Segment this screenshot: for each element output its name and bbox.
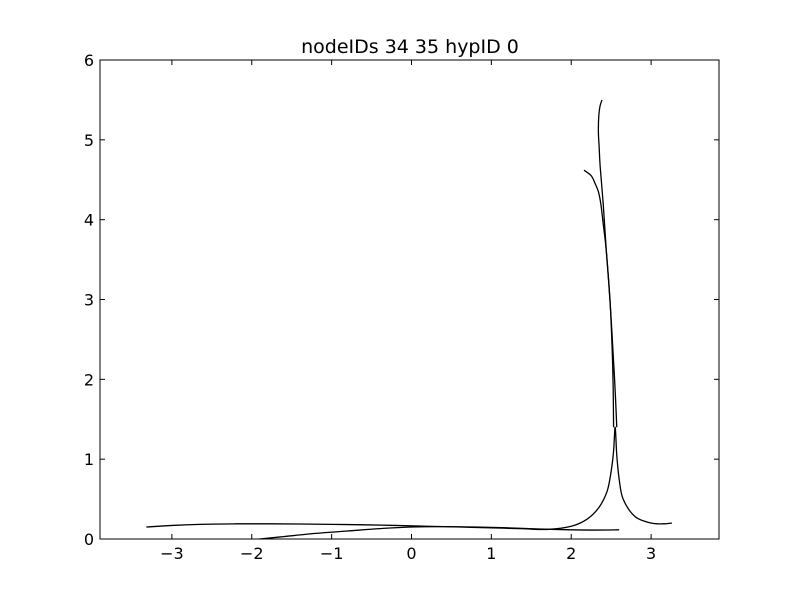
chart-title: nodeIDs 34 35 hypID 0 [301,36,519,58]
y-tick-label: 5 [84,131,94,150]
x-ticks: −3 −2 −1 0 1 2 3 [160,60,656,563]
plot-lines [146,99,672,540]
x-tick-label: −1 [320,544,344,563]
series-line-3 [583,169,615,428]
x-tick-label: 2 [566,544,576,563]
plot-frame [99,59,720,540]
x-tick-label: 3 [646,544,656,563]
series-line-2 [259,525,620,540]
y-tick-label: 6 [84,51,94,70]
series-line-1 [146,426,672,531]
y-tick-label: 0 [84,530,94,549]
y-tick-label: 2 [84,370,94,389]
x-tick-label: 0 [406,544,416,563]
series-line-4 [597,99,618,428]
y-tick-label: 4 [84,211,94,230]
x-tick-label: −3 [160,544,184,563]
x-tick-label: 1 [486,544,496,563]
y-ticks: 0 1 2 3 4 5 6 [84,51,719,549]
y-tick-label: 3 [84,291,94,310]
y-tick-label: 1 [84,450,94,469]
x-tick-label: −2 [240,544,264,563]
